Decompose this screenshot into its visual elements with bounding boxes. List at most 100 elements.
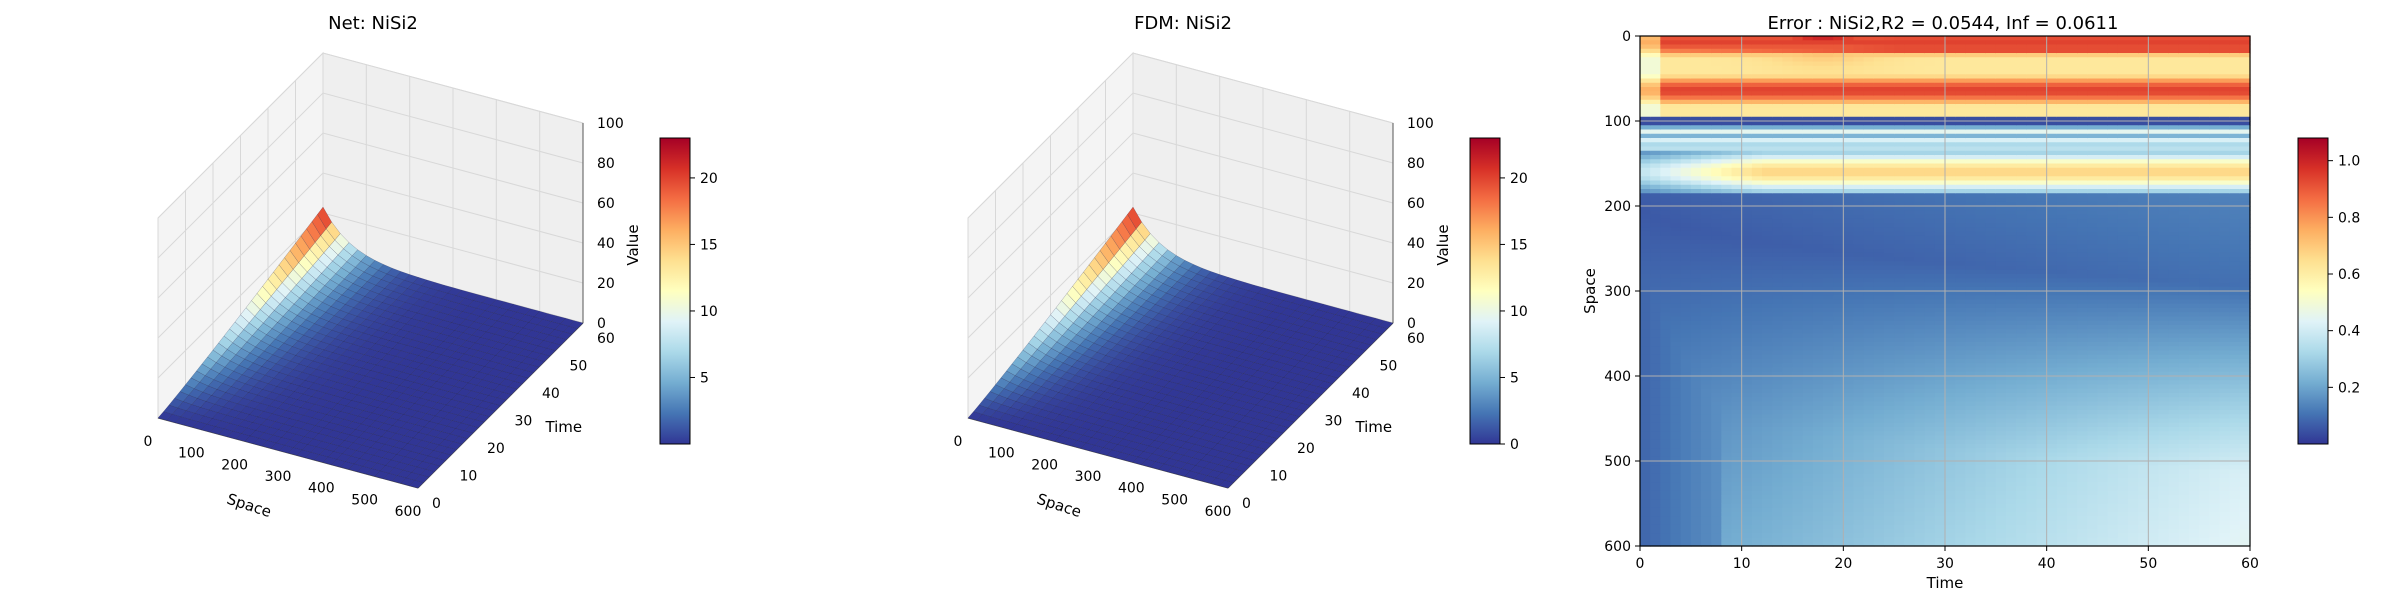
heatmap-cell — [1762, 329, 1773, 335]
heatmap-cell — [1660, 218, 1672, 224]
heatmap-cell — [1853, 87, 1865, 92]
heatmap-cell — [1802, 393, 1814, 398]
heatmap-cell — [1853, 380, 1865, 386]
heatmap-cell — [1640, 291, 1651, 296]
heatmap-cell — [1873, 82, 1885, 88]
heatmap-cell — [1884, 495, 1895, 500]
heatmap-cell — [1711, 414, 1722, 420]
heatmap-cell — [1711, 95, 1722, 101]
heatmap-cell — [1660, 520, 1672, 526]
heatmap-cell — [1884, 478, 1895, 483]
heatmap-cell — [1670, 95, 1682, 101]
heatmap-cell — [1833, 125, 1844, 131]
heatmap-cell — [1670, 261, 1682, 267]
heatmap-cell — [1792, 363, 1804, 369]
heatmap-cell — [1670, 172, 1682, 177]
heatmap-cell — [1843, 210, 1855, 216]
heatmap-cell — [1792, 401, 1804, 407]
heatmap-cell — [1731, 78, 1743, 84]
heatmap-cell — [1650, 244, 1661, 250]
heatmap-cell — [1782, 180, 1794, 186]
heatmap-cell — [1741, 524, 1753, 530]
heatmap-cell — [1802, 261, 1814, 267]
heatmap-cell — [1650, 537, 1661, 543]
fdm-value-label: Value — [1434, 224, 1452, 265]
heatmap-cell — [1873, 44, 1885, 50]
heatmap-cell — [1762, 295, 1773, 301]
heatmap-cell — [1650, 44, 1661, 50]
heatmap-cell — [1792, 218, 1804, 224]
heatmap-cell — [1731, 422, 1743, 428]
heatmap-cell — [1884, 155, 1895, 160]
heatmap-cell — [1772, 316, 1783, 322]
heatmap-cell — [1741, 125, 1753, 131]
heatmap-cell — [1640, 410, 1651, 415]
heatmap-cell — [1873, 490, 1885, 496]
heatmap-cell — [1680, 350, 1692, 356]
heatmap-cell — [1741, 495, 1753, 500]
heatmap-cell — [1721, 163, 1733, 169]
heatmap-cell — [1853, 333, 1865, 339]
heatmap-cell — [1650, 478, 1661, 483]
heatmap-cell — [1833, 121, 1844, 126]
net-colorbar-ticks: 5 10 15 20 — [700, 171, 718, 387]
heatmap-cell — [1863, 337, 1875, 343]
heatmap-cell — [1873, 537, 1885, 543]
heatmap-cell — [1812, 274, 1824, 279]
heatmap-cell — [1772, 354, 1783, 360]
heatmap-cell — [1802, 512, 1814, 517]
heatmap-cell — [1823, 316, 1834, 322]
heatmap-cell — [1853, 303, 1865, 309]
heatmap-cell — [1640, 299, 1651, 305]
heatmap-cell — [1731, 478, 1743, 483]
heatmap-cell — [1884, 74, 1895, 80]
heatmap-cell — [1884, 150, 1895, 156]
heatmap-cell — [1843, 99, 1855, 105]
heatmap-cell — [1843, 274, 1855, 279]
heatmap-cell — [1670, 478, 1682, 483]
heatmap-cell — [1772, 82, 1783, 88]
heatmap-cell — [1650, 342, 1661, 347]
heatmap-cell — [1670, 48, 1682, 54]
heatmap-cell — [1823, 214, 1834, 220]
heatmap-cell — [1640, 507, 1651, 513]
heatmap-cell — [1823, 422, 1834, 428]
heatmap-cell — [1792, 138, 1804, 143]
heatmap-cell — [1853, 312, 1865, 318]
heatmap-cell — [1853, 146, 1865, 152]
heatmap-cell — [1772, 363, 1783, 369]
heatmap-cell — [1782, 48, 1794, 54]
heatmap-cell — [1751, 146, 1763, 152]
heatmap-cell — [1833, 316, 1844, 322]
heatmap-cell — [1721, 125, 1733, 131]
heatmap-cell — [1884, 299, 1895, 305]
heatmap-cell — [1812, 146, 1824, 152]
heatmap-cell — [1792, 418, 1804, 424]
heatmap-cell — [1751, 180, 1763, 186]
heatmap-cell — [1660, 401, 1672, 407]
heatmap-cell — [1863, 57, 1875, 63]
heatmap-cell — [1741, 405, 1753, 411]
heatmap-cell — [1680, 121, 1692, 126]
heatmap-cell — [1873, 303, 1885, 309]
heatmap-cell — [1660, 431, 1672, 437]
heatmap-cell — [1701, 223, 1712, 228]
heatmap-cell — [1843, 401, 1855, 407]
heatmap-cell — [1782, 422, 1794, 428]
heatmap-cell — [1833, 291, 1844, 296]
heatmap-cell — [1670, 329, 1682, 335]
heatmap-cell — [1640, 490, 1651, 496]
heatmap-cell — [1843, 312, 1855, 318]
heatmap-cell — [1894, 206, 1905, 211]
heatmap-cell — [1843, 231, 1855, 237]
heatmap-cell — [1660, 448, 1672, 454]
heatmap-cell — [1721, 354, 1733, 360]
heatmap-cell — [1772, 159, 1783, 165]
heatmap-cell — [1660, 172, 1672, 177]
heatmap-cell — [1762, 495, 1773, 500]
heatmap-cell — [1772, 125, 1783, 131]
heatmap-cell — [1853, 465, 1865, 471]
heatmap-cell — [1690, 405, 1702, 411]
heatmap-cell — [1721, 282, 1733, 288]
heatmap-cell — [1853, 227, 1865, 233]
